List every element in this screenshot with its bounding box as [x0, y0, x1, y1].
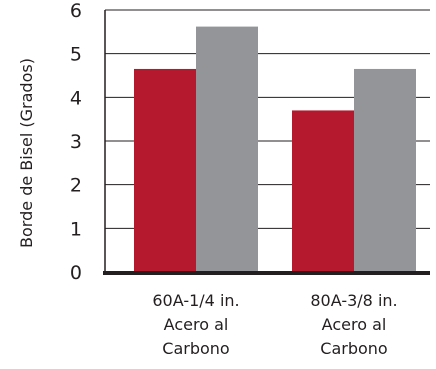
y-tick-labels: 0 1 2 3 4 5 6 [70, 0, 82, 284]
x-category-label: 80A-3/8 in. Acero al Carbono [310, 291, 397, 358]
y-tick-label: 5 [70, 44, 82, 66]
y-tick-label: 2 [70, 175, 82, 197]
y-tick-label: 3 [70, 131, 82, 153]
y-tick-label: 6 [70, 0, 82, 22]
bar-series1-cat1 [134, 68, 196, 272]
y-tick-label: 0 [70, 262, 82, 284]
bar-series1-cat2 [292, 110, 354, 272]
x-category-label-line: 80A-3/8 in. [310, 291, 397, 310]
x-category-label-line: 60A-1/4 in. [152, 291, 239, 310]
x-category-labels: 60A-1/4 in. Acero al Carbono 80A-3/8 in. Ace… [152, 291, 397, 358]
x-category-label-line: Carbono [162, 339, 229, 358]
y-axis-title: Borde de Bisel (Grados) [17, 58, 36, 248]
bar-series2-cat2 [354, 68, 416, 272]
x-category-label-line: Acero al [164, 315, 229, 334]
x-category-label-line: Carbono [320, 339, 387, 358]
x-category-label-line: Acero al [322, 315, 387, 334]
x-category-label: 60A-1/4 in. Acero al Carbono [152, 291, 239, 358]
bars-group [134, 26, 416, 272]
y-tick-label: 4 [70, 87, 82, 109]
bar-series2-cat1 [196, 26, 258, 272]
y-tick-label: 1 [70, 218, 82, 240]
